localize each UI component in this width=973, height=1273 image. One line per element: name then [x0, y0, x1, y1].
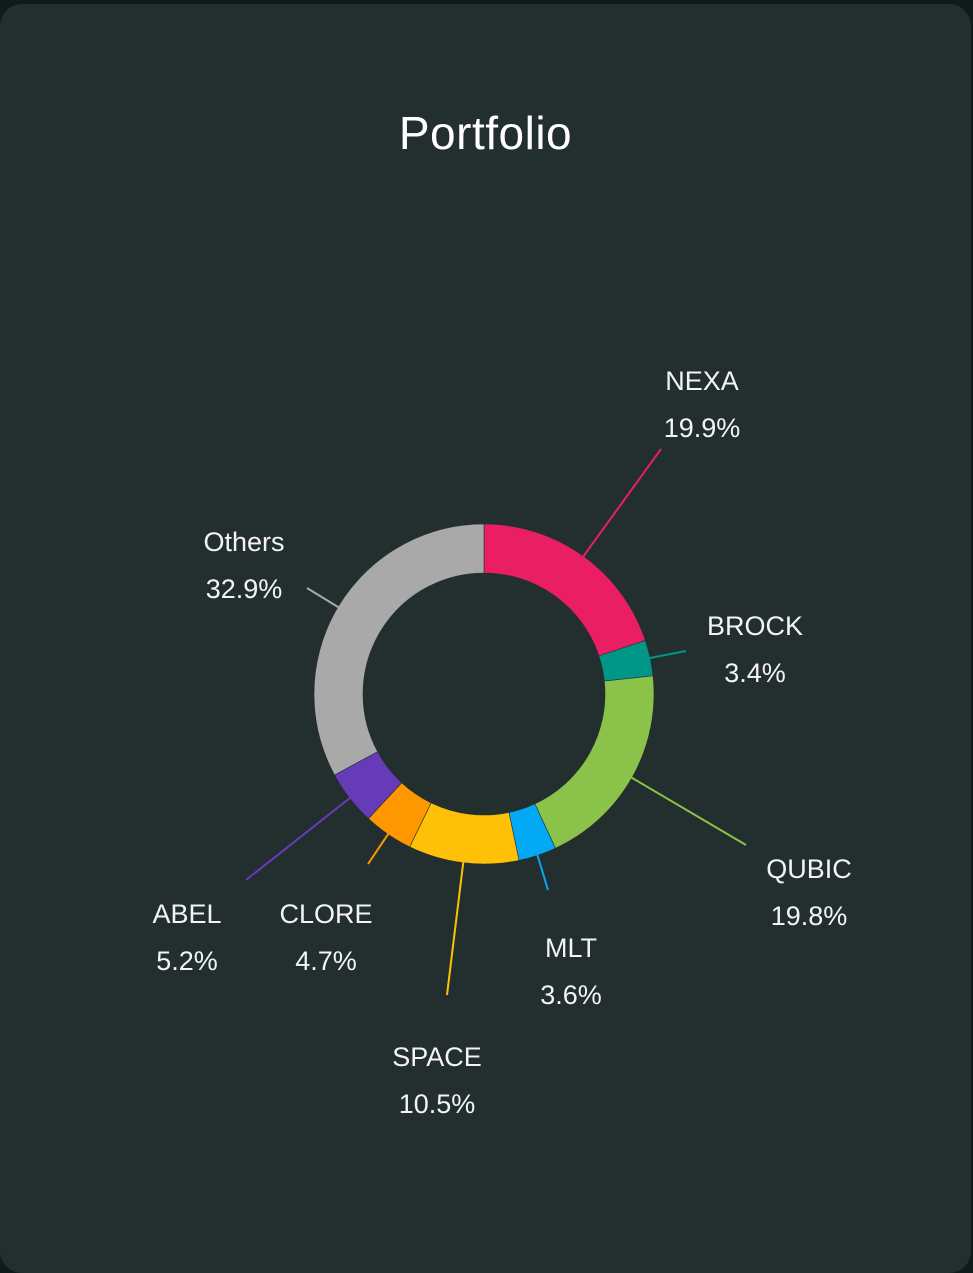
slice-labels: NEXA 19.9% BROCK 3.4% QUBIC 19.8% MLT 3.6% SPACE… [152, 366, 851, 1119]
slice-percent-others: 32.9% [206, 574, 283, 604]
slice-label-mlt: MLT [545, 933, 597, 963]
slice-label-space: SPACE [392, 1042, 482, 1072]
leader-lines [245, 448, 747, 996]
slice-percent-brock: 3.4% [724, 658, 786, 688]
leader-line-brock [647, 650, 687, 660]
leader-line-nexa [581, 448, 662, 559]
slice-percent-abel: 5.2% [156, 946, 218, 976]
leader-line-clore [367, 832, 390, 865]
chart-card: Portfolio [0, 4, 971, 1273]
slice-others[interactable] [313, 523, 485, 776]
leader-line-mlt [535, 853, 549, 891]
slice-label-qubic: QUBIC [766, 854, 852, 884]
slice-percent-qubic: 19.8% [771, 901, 848, 931]
slice-label-brock: BROCK [707, 611, 803, 641]
leader-line-abel [245, 796, 352, 881]
slice-nexa[interactable] [483, 523, 646, 657]
slice-qubic[interactable] [534, 675, 655, 849]
leader-line-qubic [629, 775, 747, 846]
leader-line-others [306, 587, 341, 609]
slice-percent-mlt: 3.6% [540, 980, 602, 1010]
slice-percent-clore: 4.7% [295, 946, 357, 976]
slice-label-nexa: NEXA [665, 366, 739, 396]
slices [313, 523, 655, 865]
slice-label-clore: CLORE [279, 899, 372, 929]
slice-percent-nexa: 19.9% [664, 413, 741, 443]
slice-label-others: Others [203, 527, 284, 557]
leader-line-space [446, 860, 465, 996]
slice-label-abel: ABEL [152, 899, 221, 929]
slice-percent-space: 10.5% [399, 1089, 476, 1119]
chart-title: Portfolio [398, 107, 573, 159]
